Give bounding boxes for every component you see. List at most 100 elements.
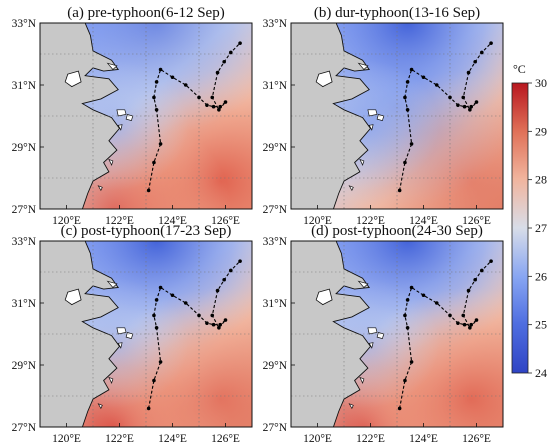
track-point (461, 95, 466, 100)
track-point (158, 285, 163, 290)
track-point (152, 95, 156, 100)
track-point (466, 288, 471, 293)
x-tick-label: 122°E (356, 433, 385, 445)
y-tick-label: 33°N (263, 18, 288, 30)
island (368, 124, 374, 131)
track-point (152, 160, 156, 165)
track-point (218, 322, 222, 327)
island (348, 403, 354, 410)
y-tick-label: 33°N (12, 18, 37, 30)
track-point (152, 313, 156, 318)
track-point (489, 41, 493, 45)
island (125, 331, 134, 340)
island (357, 280, 369, 289)
colorbar-scale (511, 82, 529, 374)
track-point (397, 406, 402, 411)
track-point (405, 298, 410, 302)
track-point (409, 67, 414, 72)
island (117, 124, 123, 131)
track-point (154, 108, 159, 112)
track-point (403, 95, 407, 100)
island (367, 327, 378, 335)
track-point (218, 104, 222, 109)
panel-frame (39, 240, 253, 428)
panel-frame (290, 240, 504, 428)
typhoon-track (148, 260, 241, 409)
x-tick-label: 124°E (158, 433, 187, 445)
y-tick-label: 29°N (263, 142, 288, 154)
y-tick-label: 31°N (263, 80, 288, 92)
island (97, 185, 103, 192)
y-tick-label: 27°N (12, 422, 37, 434)
track-point (403, 378, 407, 383)
typhoon-track (148, 42, 241, 191)
x-tick-label: 122°E (356, 215, 385, 227)
lake (315, 70, 333, 88)
x-tick-label: 124°E (409, 433, 438, 445)
track-point (456, 321, 460, 325)
track-point (238, 259, 242, 263)
island (368, 342, 374, 349)
x-tick-label: 126°E (462, 215, 491, 227)
track-point (403, 313, 407, 318)
x-tick-label: 122°E (105, 215, 134, 227)
track-point (405, 108, 410, 112)
colorbar-tick-label: 27 (535, 221, 547, 235)
typhoon-track (399, 42, 492, 191)
x-tick-label: 126°E (462, 433, 491, 445)
track-point (468, 326, 472, 330)
colorbar-tick-label: 26 (535, 269, 547, 283)
island (116, 109, 127, 117)
track-point (469, 322, 473, 327)
panel-frame (290, 22, 504, 210)
track-point (473, 277, 477, 282)
track-point (154, 326, 159, 330)
island (367, 109, 378, 117)
x-tick-label: 122°E (105, 433, 134, 445)
x-tick-label: 120°E (303, 433, 332, 445)
track-point (205, 321, 209, 325)
x-tick-label: 124°E (409, 215, 438, 227)
track-point (197, 313, 201, 318)
island (106, 280, 118, 289)
track-point (434, 301, 439, 305)
track-point (409, 285, 414, 290)
track-point (217, 326, 221, 330)
track-point (158, 142, 163, 146)
track-point (456, 103, 460, 107)
track-point (421, 293, 426, 298)
island (106, 62, 118, 71)
island (357, 62, 369, 71)
track-point (474, 100, 479, 104)
island (117, 342, 123, 349)
track-point (223, 318, 228, 322)
island (125, 113, 134, 122)
colorbar-tick-label: 25 (535, 318, 547, 332)
colorbar-tick-label: 24 (535, 366, 547, 380)
track-point (421, 75, 426, 80)
island (376, 331, 385, 340)
track-point (403, 160, 407, 165)
track-point (229, 50, 233, 55)
track-point (205, 103, 209, 107)
island (116, 327, 127, 335)
map-panel-b: (b) dur-typhoon(13-16 Sep) 120°E 122°E 124°… (263, 5, 504, 227)
track-point (462, 104, 467, 109)
island (108, 158, 114, 166)
panel-title: (c) post-typhoon(17-23 Sep) (61, 223, 232, 239)
panel-title: (d) post-typhoon(24-30 Sep) (311, 223, 483, 239)
track-point (468, 108, 472, 112)
land-mass (291, 241, 372, 427)
panel-frame (39, 22, 253, 210)
island (359, 158, 365, 166)
y-tick-label: 27°N (263, 422, 288, 434)
colorbar-tick-label: 29 (535, 124, 547, 138)
y-tick-label: 33°N (12, 236, 37, 248)
track-point (154, 80, 159, 84)
track-point (197, 95, 201, 100)
island (108, 376, 114, 384)
y-tick-label: 31°N (263, 298, 288, 310)
land-mass (291, 23, 372, 209)
track-point (461, 313, 466, 318)
